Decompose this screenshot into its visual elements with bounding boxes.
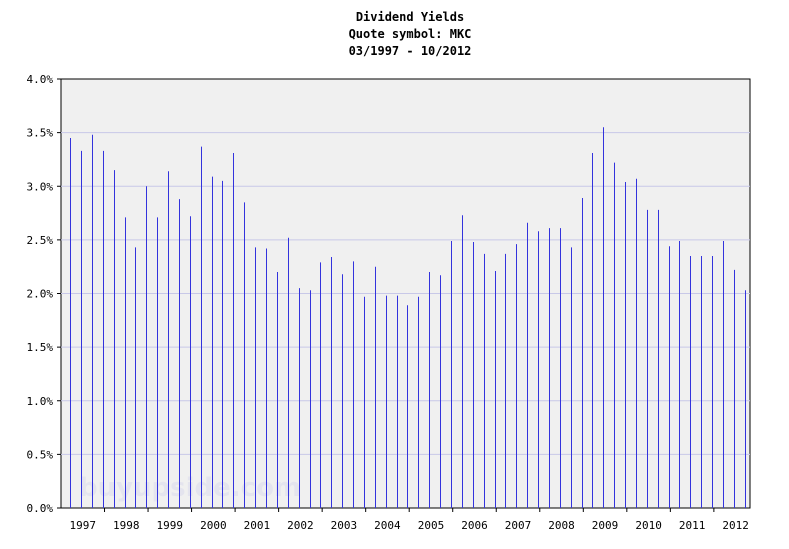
x-tick-label: 2001 — [244, 519, 271, 532]
x-tick-label: 2004 — [374, 519, 401, 532]
x-tick-label: 1998 — [113, 519, 140, 532]
y-tick-label: 0.0% — [27, 502, 54, 515]
y-tick-label: 3.5% — [27, 127, 54, 140]
x-tick-label: 2000 — [200, 519, 227, 532]
x-tick-label: 2003 — [331, 519, 358, 532]
y-tick-label: 2.0% — [27, 288, 54, 301]
y-tick-label: 1.5% — [27, 341, 54, 354]
chart-title-line-1: Dividend Yields — [356, 10, 464, 24]
chart-title-line-3: 03/1997 - 10/2012 — [349, 44, 472, 58]
x-tick-label: 1999 — [157, 519, 184, 532]
x-tick-label: 2009 — [592, 519, 619, 532]
x-tick-label: 2005 — [418, 519, 445, 532]
y-tick-label: 1.0% — [27, 395, 54, 408]
y-tick-label: 0.5% — [27, 448, 54, 461]
chart-title-line-2: Quote symbol: MKC — [349, 27, 472, 41]
bar-series — [70, 127, 746, 508]
x-tick-label: 2011 — [679, 519, 706, 532]
y-tick-label: 3.0% — [27, 180, 54, 193]
y-tick-label: 2.5% — [27, 234, 54, 247]
x-tick-label: 2002 — [287, 519, 314, 532]
x-axis-ticks: 1997 1998 1999 2000 2001 2002 2003 2004 2005 2006… — [70, 508, 749, 532]
y-axis-ticks: 0.0% 0.5% 1.0% 1.5% 2.0% 2.5% 3.0% 3.5% 4.0% — [27, 73, 61, 515]
gridlines — [61, 132, 750, 455]
x-tick-label: 2008 — [548, 519, 575, 532]
x-tick-label: 2010 — [635, 519, 662, 532]
x-tick-label: 2006 — [461, 519, 488, 532]
x-tick-label: 2012 — [722, 519, 749, 532]
x-tick-label: 1997 — [70, 519, 97, 532]
y-tick-label: 4.0% — [27, 73, 54, 86]
x-tick-label: 2007 — [505, 519, 532, 532]
